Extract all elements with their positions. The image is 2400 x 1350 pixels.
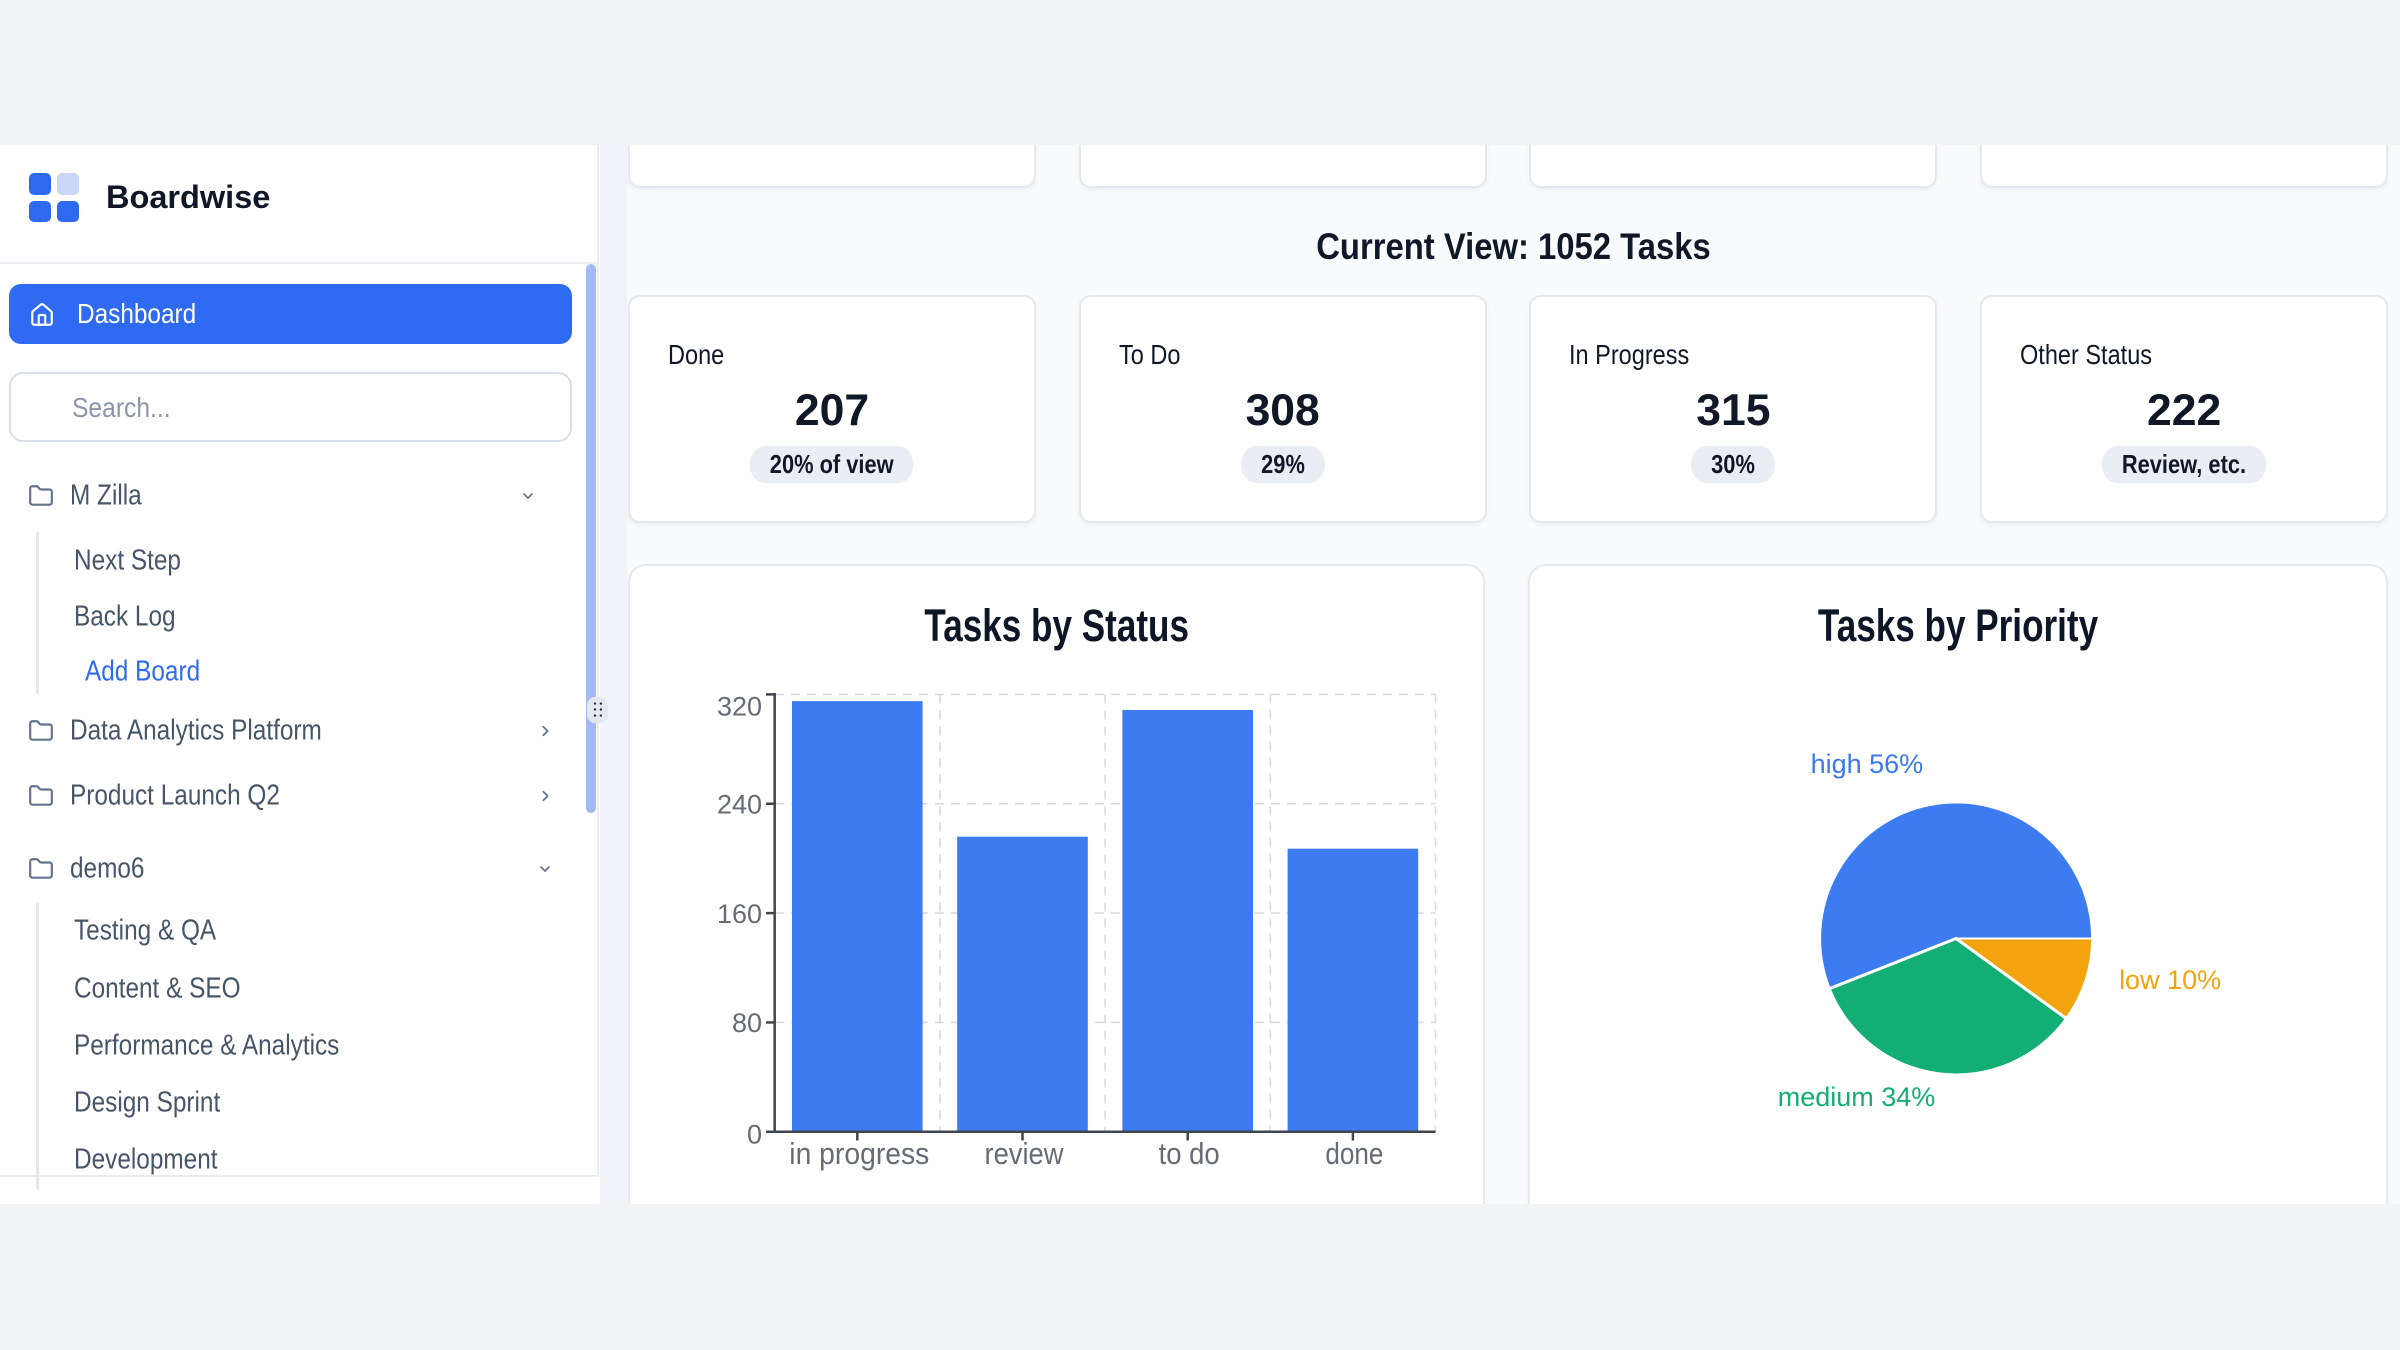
svg-text:high 56%: high 56% bbox=[1810, 749, 1923, 779]
svg-text:done: done bbox=[1325, 1136, 1383, 1171]
svg-text:320: 320 bbox=[717, 692, 762, 722]
svg-text:160: 160 bbox=[717, 899, 762, 929]
svg-text:80: 80 bbox=[732, 1008, 762, 1038]
svg-text:medium 34%: medium 34% bbox=[1778, 1082, 1936, 1112]
svg-text:low 10%: low 10% bbox=[2119, 965, 2221, 995]
svg-text:review: review bbox=[985, 1136, 1065, 1171]
svg-text:0: 0 bbox=[747, 1119, 762, 1149]
svg-text:in progress: in progress bbox=[789, 1136, 929, 1171]
svg-text:to do: to do bbox=[1159, 1136, 1220, 1171]
svg-text:240: 240 bbox=[717, 789, 762, 819]
